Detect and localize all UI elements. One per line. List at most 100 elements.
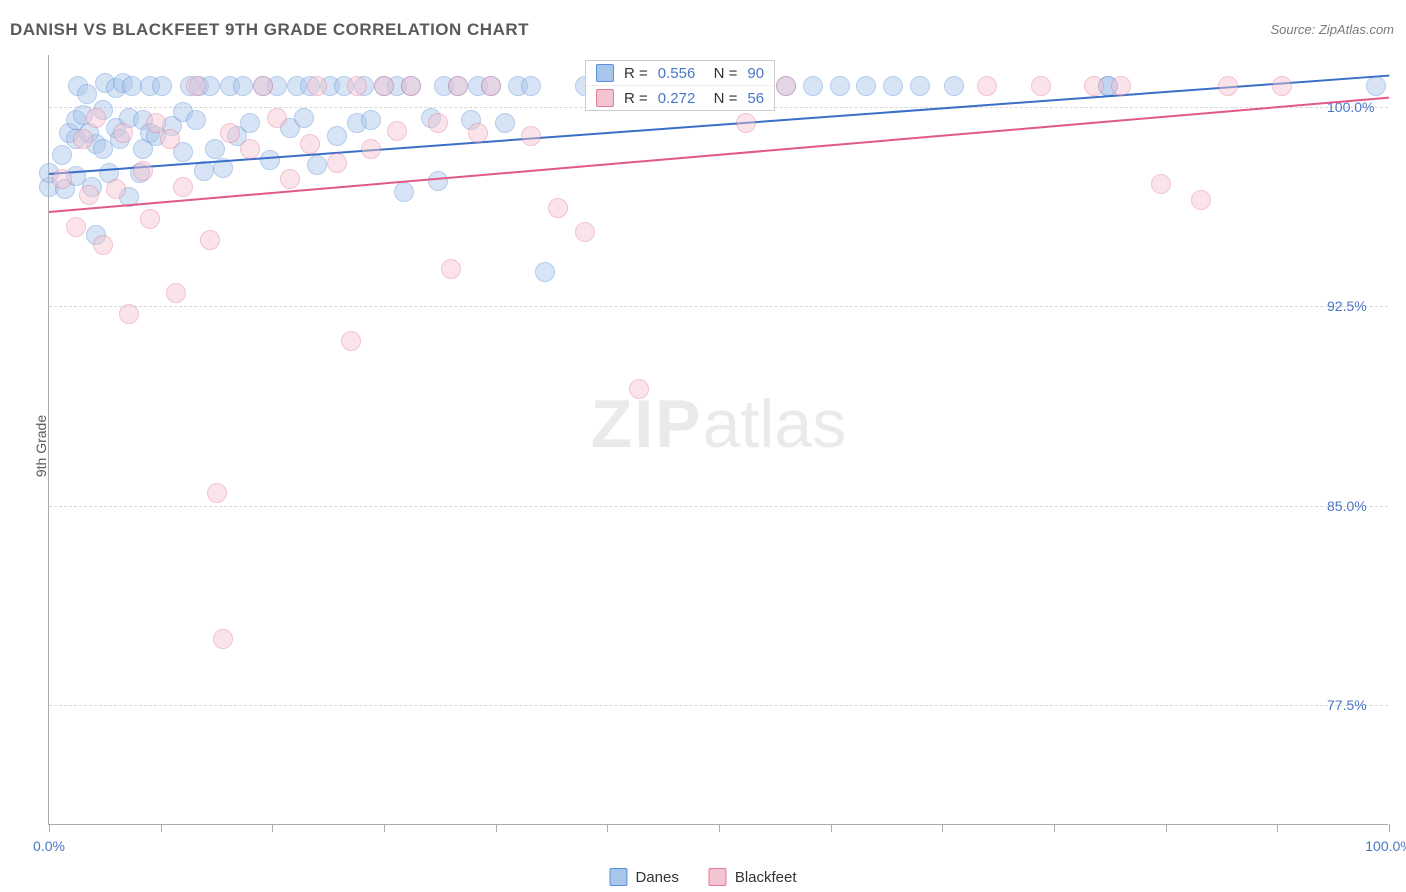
data-point — [1366, 76, 1386, 96]
x-tick — [1166, 824, 1167, 832]
stats-row: R = 0.556 N = 90 — [586, 61, 774, 85]
data-point — [629, 379, 649, 399]
x-tick — [719, 824, 720, 832]
data-point — [910, 76, 930, 96]
data-point — [495, 113, 515, 133]
y-tick-label: 92.5% — [1327, 298, 1382, 314]
x-tick — [607, 824, 608, 832]
stats-n-label: N = — [705, 90, 737, 107]
data-point — [140, 209, 160, 229]
gridline — [49, 306, 1388, 307]
data-point — [186, 110, 206, 130]
x-tick — [384, 824, 385, 832]
data-point — [428, 113, 448, 133]
data-point — [361, 139, 381, 159]
data-point — [776, 76, 796, 96]
data-point — [856, 76, 876, 96]
stats-row: R = 0.272 N = 56 — [586, 85, 774, 110]
data-point — [253, 76, 273, 96]
y-tick-label: 85.0% — [1327, 498, 1382, 514]
stats-n-label: N = — [705, 65, 737, 82]
data-point — [220, 123, 240, 143]
x-tick — [161, 824, 162, 832]
data-point — [300, 134, 320, 154]
stats-n-value: 56 — [747, 90, 764, 107]
chart-title: DANISH VS BLACKFEET 9TH GRADE CORRELATIO… — [10, 20, 529, 40]
x-tick — [831, 824, 832, 832]
x-tick — [496, 824, 497, 832]
gridline — [49, 506, 1388, 507]
y-axis-label: 9th Grade — [33, 415, 49, 477]
data-point — [294, 108, 314, 128]
x-tick-label: 100.0% — [1365, 838, 1406, 854]
legend-item: Danes — [609, 868, 678, 886]
data-point — [535, 262, 555, 282]
stats-r-value: 0.272 — [658, 90, 696, 107]
data-point — [200, 230, 220, 250]
x-tick — [1389, 824, 1390, 832]
source-label: Source: ZipAtlas.com — [1270, 22, 1394, 37]
legend-label: Danes — [635, 869, 678, 886]
x-tick — [942, 824, 943, 832]
data-point — [401, 76, 421, 96]
data-point — [307, 76, 327, 96]
data-point — [93, 235, 113, 255]
stats-r-label: R = — [624, 65, 648, 82]
data-point — [1031, 76, 1051, 96]
data-point — [883, 76, 903, 96]
legend-swatch — [709, 868, 727, 886]
series-swatch — [596, 89, 614, 107]
x-tick — [1054, 824, 1055, 832]
data-point — [428, 171, 448, 191]
watermark-rest: atlas — [703, 386, 847, 462]
data-point — [347, 76, 367, 96]
data-point — [736, 113, 756, 133]
watermark-bold: ZIP — [591, 386, 703, 462]
data-point — [113, 123, 133, 143]
data-point — [481, 76, 501, 96]
data-point — [977, 76, 997, 96]
data-point — [521, 126, 541, 146]
x-tick — [49, 824, 50, 832]
data-point — [307, 155, 327, 175]
stats-r-value: 0.556 — [658, 65, 696, 82]
data-point — [86, 108, 106, 128]
data-point — [213, 629, 233, 649]
data-point — [280, 169, 300, 189]
data-point — [1111, 76, 1131, 96]
plot-area: ZIPatlas 77.5%85.0%92.5%100.0%0.0%100.0%… — [48, 55, 1388, 825]
data-point — [93, 139, 113, 159]
data-point — [1191, 190, 1211, 210]
y-tick-label: 77.5% — [1327, 697, 1382, 713]
data-point — [1272, 76, 1292, 96]
data-point — [1218, 76, 1238, 96]
series-swatch — [596, 64, 614, 82]
stats-r-label: R = — [624, 90, 648, 107]
gridline — [49, 705, 1388, 706]
data-point — [327, 126, 347, 146]
data-point — [944, 76, 964, 96]
data-point — [66, 217, 86, 237]
data-point — [267, 108, 287, 128]
data-point — [548, 198, 568, 218]
data-point — [830, 76, 850, 96]
data-point — [240, 139, 260, 159]
x-tick — [1277, 824, 1278, 832]
data-point — [186, 76, 206, 96]
data-point — [441, 259, 461, 279]
watermark: ZIPatlas — [591, 385, 846, 463]
data-point — [77, 84, 97, 104]
data-point — [1084, 76, 1104, 96]
legend: DanesBlackfeet — [609, 868, 796, 886]
data-point — [327, 153, 347, 173]
data-point — [166, 283, 186, 303]
stats-box: R = 0.556 N = 90R = 0.272 N = 56 — [585, 60, 775, 111]
data-point — [233, 76, 253, 96]
data-point — [374, 76, 394, 96]
data-point — [521, 76, 541, 96]
data-point — [106, 179, 126, 199]
legend-swatch — [609, 868, 627, 886]
data-point — [468, 123, 488, 143]
data-point — [73, 129, 93, 149]
stats-n-value: 90 — [747, 65, 764, 82]
